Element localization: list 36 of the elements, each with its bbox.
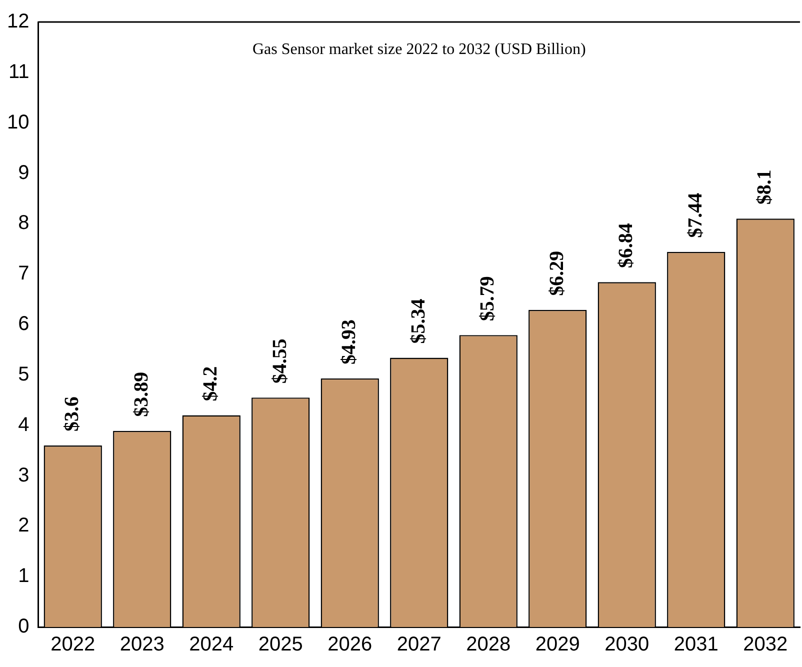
y-tick-label: 5	[18, 363, 30, 386]
y-tick-label: 6	[18, 313, 30, 336]
y-tick-label: 2	[18, 514, 30, 537]
x-tick-label: 2025	[258, 634, 303, 656]
y-tick-label: 8	[18, 212, 30, 234]
y-tick-label: 10	[6, 111, 30, 134]
data-label: $3.6	[61, 396, 84, 432]
x-tick-label: 2026	[328, 634, 372, 656]
y-tick-label: 12	[6, 10, 30, 33]
x-tick-label: 2023	[120, 634, 164, 656]
x-tick-label: 2024	[189, 634, 234, 656]
text: Gas Sensor market size 2022 to 2032 (USD Billion)	[252, 41, 586, 58]
data-label: $5.79	[476, 276, 499, 322]
data-label: $7.44	[684, 192, 706, 238]
data-label: $6.84	[615, 223, 638, 268]
y-tick-label: 4	[18, 414, 30, 436]
data-label: $5.34	[407, 298, 430, 344]
data-label: $4.55	[268, 338, 291, 384]
x-tick-label: 2030	[604, 634, 650, 656]
data-label: $6.29	[546, 250, 568, 296]
x-tick-label: 2028	[466, 634, 511, 656]
data-label: $4.93	[338, 319, 360, 364]
x-tick-label: 2022	[50, 634, 96, 656]
data-label: $3.89	[130, 372, 152, 417]
data-label: $8.1	[754, 170, 776, 205]
y-tick-label: 0	[18, 616, 30, 638]
y-tick-label: 1	[18, 565, 30, 588]
x-tick-label: 2032	[743, 634, 788, 656]
x-tick-label: 2029	[535, 634, 580, 656]
x-tick-label: 2031	[674, 634, 718, 656]
y-tick-label: 3	[18, 464, 30, 486]
x-tick-label: 2027	[396, 634, 442, 656]
data-label: $4.2	[200, 366, 222, 402]
y-tick-label: 9	[18, 162, 30, 184]
y-tick-label: 11	[8, 60, 30, 83]
y-tick-label: 7	[18, 262, 30, 285]
